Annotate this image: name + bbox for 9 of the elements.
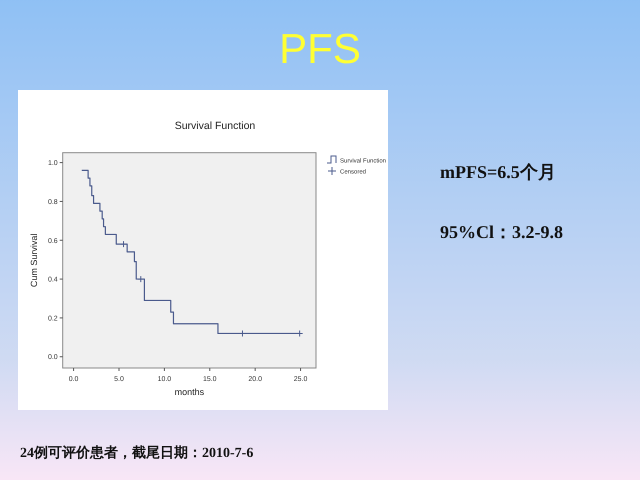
x-axis-title: months: [174, 387, 205, 397]
chart-subtitle: Survival Function: [174, 120, 256, 132]
text: 95%Cl：3.2-9.8: [440, 222, 563, 242]
point: [120, 240, 128, 248]
point: [137, 276, 144, 283]
text: mPFS=6.5个月: [440, 162, 556, 182]
text: 24例可评价患者，截尾日期：2010-7-6: [20, 445, 254, 461]
chart-title: PFS: [279, 25, 361, 72]
y-axis-title: Cum Survival: [29, 234, 39, 288]
